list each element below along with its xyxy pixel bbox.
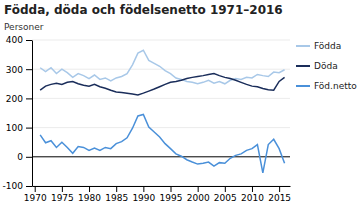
y-tick-label: 400 <box>6 35 23 45</box>
x-tick-mark <box>143 186 144 192</box>
x-tick-mark <box>279 186 280 192</box>
x-tick-label: 1990 <box>132 193 155 203</box>
y-axis-label: Personer <box>4 22 44 32</box>
y-tick-mark <box>26 157 32 158</box>
x-tick: 2015 <box>268 186 291 203</box>
legend-item: Födda <box>296 41 341 51</box>
legend-swatch <box>296 65 310 67</box>
legend-swatch <box>296 85 310 87</box>
series-line <box>40 74 284 95</box>
x-tick-label: 2005 <box>214 193 237 203</box>
lines <box>40 50 284 173</box>
y-tick: 100 <box>6 123 32 133</box>
x-tick: 2000 <box>187 186 210 203</box>
x-tick-label: 2010 <box>241 193 264 203</box>
grid-line <box>32 186 290 187</box>
y-axis: -100 0 100 200 300 400 <box>3 35 33 191</box>
chart: Födda, döda och födelsenetto 1971–2016 Pe… <box>0 0 358 206</box>
x-tick-mark <box>62 186 63 192</box>
x-tick-label: 2015 <box>268 193 291 203</box>
x-tick: 1985 <box>105 186 128 203</box>
x-tick-label: 1975 <box>51 193 74 203</box>
grid <box>32 40 290 186</box>
x-tick-label: 1980 <box>78 193 101 203</box>
y-tick-label: 200 <box>6 94 23 104</box>
y-tick-label: 0 <box>17 152 23 162</box>
y-tick: 400 <box>6 35 32 45</box>
x-axis-line <box>33 186 291 187</box>
legend-item: Föd.netto <box>296 81 357 91</box>
y-tick-mark <box>26 128 32 129</box>
y-tick-mark <box>26 69 32 70</box>
y-tick-mark <box>26 40 32 41</box>
series-line <box>40 114 284 172</box>
grid-line <box>32 156 290 157</box>
grid-line <box>32 40 290 41</box>
x-tick-mark <box>252 186 253 192</box>
grid-line <box>32 127 290 128</box>
legend: Födda Döda Föd.netto <box>296 41 357 91</box>
legend-label: Döda <box>314 61 338 71</box>
x-tick: 1980 <box>78 186 101 203</box>
y-tick-mark <box>26 98 32 99</box>
x-tick-label: 1970 <box>24 193 47 203</box>
x-tick: 1970 <box>24 186 47 203</box>
legend-label: Föd.netto <box>314 81 357 91</box>
y-tick-label: -100 <box>3 181 24 191</box>
x-tick-label: 2000 <box>187 193 210 203</box>
grid-line <box>32 69 290 70</box>
y-tick-label: 300 <box>6 65 23 75</box>
title: Födda, döda och födelsenetto 1971–2016 <box>4 3 283 17</box>
legend-item: Döda <box>296 61 338 71</box>
plot: 1970197519801985199019952000200520102015… <box>3 35 292 203</box>
y-axis-line <box>32 41 33 187</box>
grid-line <box>32 98 290 99</box>
x-axis: 1970 1975 1980 1985 1990 1995 2000 2005 2010 2015 <box>24 186 291 203</box>
y-tick: -100 <box>3 181 32 191</box>
x-tick-label: 1985 <box>105 193 128 203</box>
legend-swatch <box>296 45 310 47</box>
y-tick-label: 100 <box>6 123 23 133</box>
y-tick: 0 <box>17 152 32 162</box>
x-tick: 1995 <box>160 186 183 203</box>
x-tick-label: 1995 <box>160 193 183 203</box>
y-tick: 300 <box>6 65 32 75</box>
y-tick: 200 <box>6 94 32 104</box>
x-tick-mark <box>116 186 117 192</box>
x-tick-mark <box>35 186 36 192</box>
x-tick-mark <box>225 186 226 192</box>
x-tick: 1975 <box>51 186 74 203</box>
x-tick: 2005 <box>214 186 237 203</box>
legend-label: Födda <box>314 41 341 51</box>
y-tick-mark <box>26 186 32 187</box>
x-tick-mark <box>198 186 199 192</box>
series-line <box>40 50 284 84</box>
x-tick-mark <box>89 186 90 192</box>
x-tick-mark <box>171 186 172 192</box>
x-tick: 2010 <box>241 186 264 203</box>
x-tick: 1990 <box>132 186 155 203</box>
